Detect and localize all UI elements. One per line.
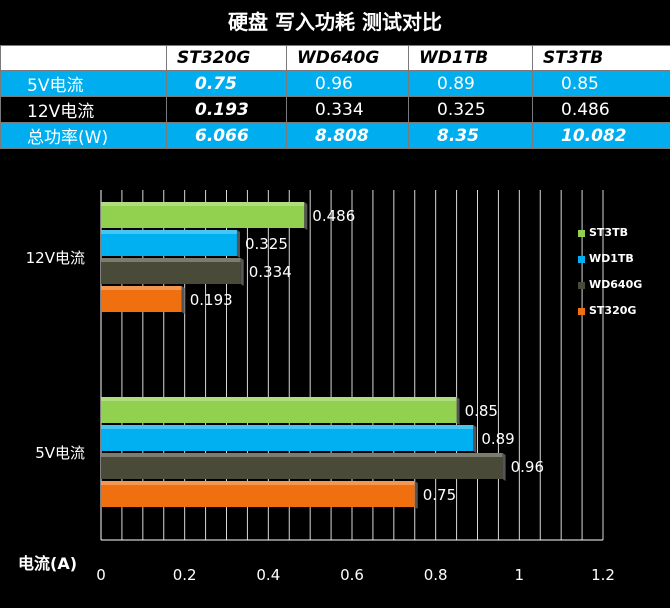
table-header-cell: [0, 45, 167, 71]
bar-highlight: [101, 286, 182, 290]
bar-highlight: [101, 202, 305, 206]
table-cell: 0.85: [532, 70, 670, 97]
data-label: 0.89: [481, 430, 514, 448]
x-tick-label: 1: [515, 566, 525, 584]
x-tick-label: 0.8: [424, 566, 448, 584]
legend-label: WD1TB: [589, 252, 634, 265]
bar-edge: [473, 425, 477, 453]
bar-highlight: [101, 481, 415, 485]
data-table: ST320G WD640G WD1TB ST3TB 5V电流 0.75 0.96…: [0, 45, 670, 149]
legend-item: ST320G: [578, 304, 636, 318]
table-row-label: 5V电流: [0, 70, 167, 97]
bar-edge: [236, 230, 240, 258]
legend-label: WD640G: [589, 278, 643, 291]
bar-st3tb: [101, 397, 457, 423]
bar-st320g: [101, 286, 182, 312]
x-tick-label: 0: [96, 566, 106, 584]
table-cell: 8.35: [408, 122, 533, 149]
table-cell: 8.808: [286, 122, 409, 149]
data-label: 0.85: [465, 402, 498, 420]
table-cell: 0.325: [408, 96, 533, 123]
x-tick-label: 0.2: [173, 566, 197, 584]
data-label: 0.486: [312, 207, 355, 225]
bar-edge: [414, 481, 418, 509]
legend-item: WD1TB: [578, 252, 634, 266]
bar-edge: [456, 397, 460, 425]
legend-label: ST320G: [589, 304, 637, 317]
x-tick-label: 1.2: [591, 566, 615, 584]
legend-swatch: [578, 255, 585, 263]
x-axis-label: 电流(A): [18, 554, 78, 573]
bar-wd640g: [101, 453, 503, 479]
table-cell: 6.066: [166, 122, 287, 149]
table-row: 总功率(W) 6.066 8.808 8.35 10.082: [0, 122, 670, 149]
legend-item: ST3TB: [578, 226, 628, 240]
legend-swatch: [578, 307, 585, 315]
bar-highlight: [101, 258, 241, 262]
bar-edge: [240, 258, 244, 286]
data-label: 0.96: [511, 458, 544, 476]
table-header-cell: WD1TB: [408, 45, 533, 71]
bar-st3tb: [101, 202, 305, 228]
table-row: 5V电流 0.75 0.96 0.89 0.85: [0, 70, 670, 97]
bar-wd1tb: [101, 425, 474, 451]
bar-highlight: [101, 230, 237, 234]
data-label: 0.325: [245, 235, 288, 253]
category-label: 5V电流: [35, 444, 85, 462]
bar-edge: [502, 453, 506, 481]
x-tick-label: 0.6: [340, 566, 364, 584]
bar-highlight: [101, 425, 474, 429]
legend-swatch: [578, 281, 585, 289]
table-row: 12V电流 0.193 0.334 0.325 0.486: [0, 96, 670, 123]
bar-highlight: [101, 397, 457, 401]
table-header-row: ST320G WD640G WD1TB ST3TB: [0, 45, 670, 71]
data-label: 0.334: [249, 263, 292, 281]
bar-highlight: [101, 453, 503, 457]
table-header-cell: ST3TB: [532, 45, 670, 71]
table-cell: 0.334: [286, 96, 409, 123]
table-cell: 0.486: [532, 96, 670, 123]
legend-item: WD640G: [578, 278, 642, 292]
bar-wd1tb: [101, 230, 237, 256]
table-row-label: 总功率(W): [0, 122, 167, 149]
x-tick-label: 0.4: [256, 566, 280, 584]
bar-st320g: [101, 481, 415, 507]
table-cell: 0.193: [166, 96, 287, 123]
legend-swatch: [578, 229, 585, 237]
category-label: 12V电流: [26, 249, 85, 267]
bar-edge: [304, 202, 308, 230]
legend-label: ST3TB: [589, 226, 628, 239]
bar-edge: [181, 286, 185, 314]
table-cell: 0.75: [166, 70, 287, 97]
chart-title: 硬盘 写入功耗 测试对比: [228, 10, 442, 34]
data-label: 0.75: [423, 486, 456, 504]
data-label: 0.193: [190, 291, 233, 309]
table-cell: 10.082: [532, 122, 670, 149]
bar-wd640g: [101, 258, 241, 284]
